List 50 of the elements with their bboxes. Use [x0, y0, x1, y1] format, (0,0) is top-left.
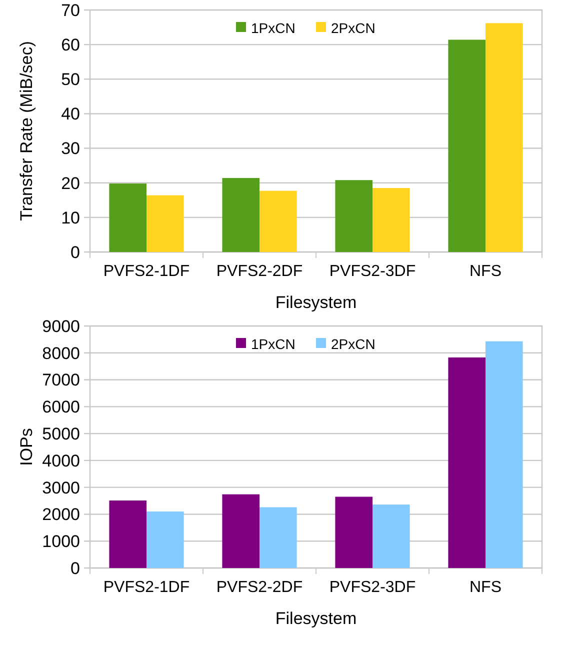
x-tick-label: NFS: [470, 263, 502, 280]
y-tick-label: 60: [61, 36, 80, 55]
y-tick-label: 5000: [42, 424, 80, 444]
y-tick-label: 9000: [42, 316, 80, 336]
y-tick-label: 7000: [42, 370, 80, 390]
x-tick-label: PVFS2-1DF: [103, 579, 190, 596]
x-tick-label: PVFS2-1DF: [103, 263, 190, 280]
legend-label: 1PxCN: [251, 20, 296, 36]
bar: [260, 190, 297, 252]
y-tick-label: 20: [61, 174, 80, 193]
y-tick-label: 8000: [42, 344, 80, 363]
legend-label: 1PxCN: [251, 336, 296, 352]
y-tick-label: 1000: [42, 532, 80, 552]
y-tick-label: 70: [61, 0, 80, 20]
x-tick-label: PVFS2-3DF: [329, 579, 416, 596]
y-tick-label: 6000: [42, 398, 80, 417]
x-tick-label: PVFS2-3DF: [329, 263, 416, 280]
y-axis-title: IOPs: [17, 428, 36, 466]
y-tick-label: 0: [70, 558, 80, 578]
y-tick-label: 0: [70, 242, 80, 262]
legend-label: 2PxCN: [331, 20, 376, 36]
bar: [260, 507, 297, 568]
bar: [222, 178, 260, 252]
y-tick-label: 2000: [42, 505, 80, 524]
y-tick-label: 3000: [42, 478, 80, 498]
bar: [335, 496, 372, 568]
y-tick-label: 40: [61, 104, 80, 124]
y-tick-label: 10: [61, 208, 80, 228]
bar: [109, 184, 146, 252]
bar: [372, 504, 410, 568]
bar: [448, 40, 486, 252]
x-axis-title: Filesystem: [275, 609, 357, 628]
legend-label: 2PxCN: [331, 336, 376, 352]
y-tick-label: 50: [61, 70, 80, 90]
bar: [146, 512, 184, 568]
y-tick-label: 30: [61, 139, 80, 158]
bar: [335, 180, 372, 252]
x-tick-label: PVFS2-2DF: [216, 579, 303, 596]
bar: [222, 494, 260, 568]
bar: [109, 500, 146, 568]
y-axis-title: Transfer Rate (MiB/sec): [17, 41, 36, 221]
x-tick-label: NFS: [470, 579, 502, 596]
bar: [486, 23, 523, 252]
bar: [372, 188, 410, 252]
x-axis-title: Filesystem: [275, 293, 357, 312]
bar: [486, 341, 523, 568]
y-tick-label: 4000: [42, 451, 80, 470]
bar: [448, 357, 486, 568]
x-tick-label: PVFS2-2DF: [216, 263, 303, 280]
bar: [146, 195, 184, 252]
